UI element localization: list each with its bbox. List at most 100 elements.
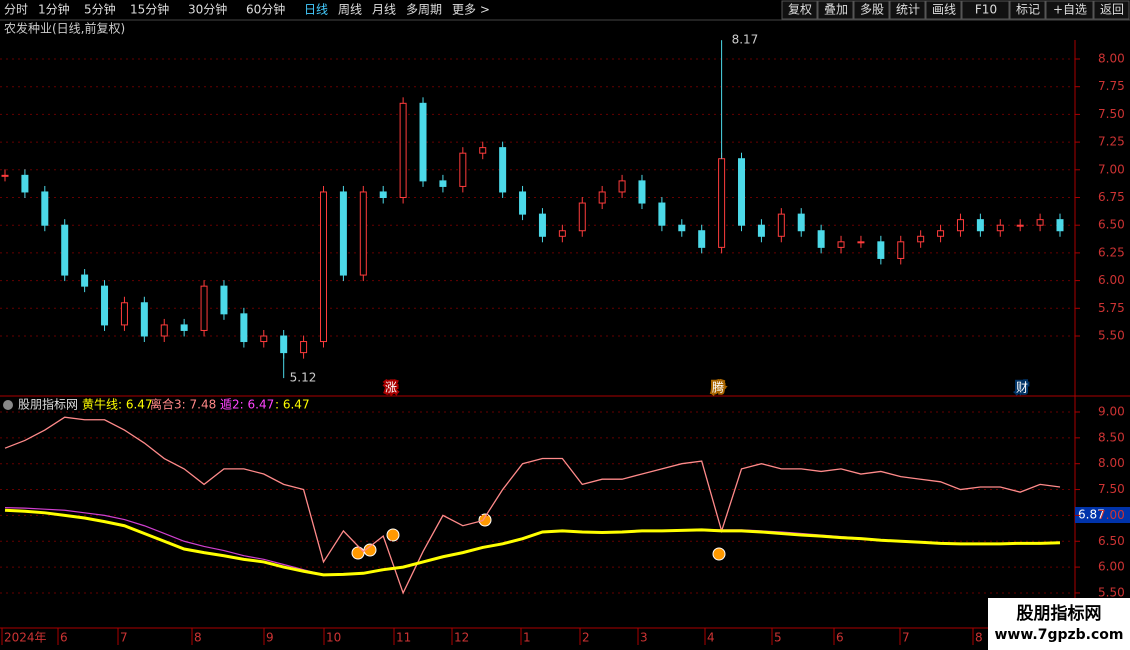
candle bbox=[738, 158, 746, 226]
button-label[interactable]: +自选 bbox=[1053, 3, 1087, 17]
candle bbox=[81, 274, 89, 287]
button-label[interactable]: 叠加 bbox=[824, 3, 848, 17]
candle bbox=[678, 224, 686, 232]
button-label[interactable]: F10 bbox=[975, 3, 997, 17]
y-tick-label: 9.00 bbox=[1098, 405, 1125, 419]
watermark-url: www.7gpzb.com bbox=[994, 627, 1123, 643]
period-tab[interactable]: 月线 bbox=[372, 3, 396, 17]
period-tab[interactable]: 5分钟 bbox=[84, 2, 116, 17]
candle bbox=[180, 324, 188, 331]
badge-text: 6.87 bbox=[1078, 508, 1105, 522]
legend: : 6.47 bbox=[275, 398, 310, 412]
candle bbox=[419, 102, 427, 182]
button[interactable] bbox=[1009, 0, 1046, 20]
y-tick-label: 6.00 bbox=[1098, 273, 1125, 287]
candle bbox=[160, 324, 168, 337]
signal bbox=[351, 546, 365, 560]
candle bbox=[260, 335, 268, 343]
period-tab[interactable]: 分时 bbox=[4, 3, 28, 17]
button[interactable] bbox=[781, 0, 818, 20]
button-label[interactable]: 画线 bbox=[932, 3, 956, 17]
marker: 腾 bbox=[712, 380, 724, 395]
y-tick-label: 7.50 bbox=[1098, 107, 1125, 121]
badge bbox=[1075, 507, 1130, 523]
date-label: 8 bbox=[194, 631, 202, 645]
period-tab[interactable]: 更多 > bbox=[452, 3, 490, 17]
candle bbox=[101, 285, 109, 326]
period-tab[interactable]: 15分钟 bbox=[130, 2, 169, 17]
button[interactable] bbox=[961, 0, 1010, 20]
candle bbox=[1036, 219, 1044, 226]
main-title: 农发种业(日线,前复权) bbox=[4, 21, 125, 36]
button[interactable] bbox=[1045, 0, 1094, 20]
date-label: 7 bbox=[120, 631, 128, 645]
candle bbox=[598, 191, 606, 204]
candle bbox=[519, 191, 527, 215]
candle bbox=[1016, 224, 1024, 227]
button[interactable] bbox=[889, 0, 926, 20]
y-tick-label: 7.00 bbox=[1098, 162, 1125, 176]
candle bbox=[1, 174, 9, 177]
signal bbox=[363, 543, 377, 557]
period-tab[interactable]: 30分钟 bbox=[188, 2, 227, 17]
y-tick-label: 7.00 bbox=[1098, 508, 1125, 522]
candle bbox=[937, 230, 945, 237]
button-label[interactable]: 复权 bbox=[788, 3, 812, 17]
candle bbox=[339, 191, 347, 276]
candle bbox=[976, 219, 984, 232]
candle bbox=[41, 191, 49, 226]
signal bbox=[386, 528, 400, 542]
date-label: 2024年 bbox=[4, 631, 47, 645]
candle bbox=[220, 285, 228, 315]
candle bbox=[638, 180, 646, 204]
date-label: 3 bbox=[640, 631, 648, 645]
y-tick-label: 6.75 bbox=[1098, 190, 1125, 204]
period-tab[interactable]: 日线 bbox=[304, 3, 328, 17]
button[interactable] bbox=[925, 0, 962, 20]
candle bbox=[857, 241, 865, 244]
candle bbox=[200, 285, 208, 331]
date-label: 5 bbox=[774, 631, 782, 645]
date-label: 11 bbox=[396, 631, 411, 645]
candle bbox=[359, 191, 367, 276]
signals bbox=[351, 513, 726, 561]
high-label: 8.17 bbox=[732, 33, 759, 47]
button[interactable] bbox=[1093, 0, 1130, 20]
button-label[interactable]: 返回 bbox=[1100, 3, 1124, 17]
candle bbox=[658, 202, 666, 226]
y-tick-label: 8.50 bbox=[1098, 430, 1125, 444]
candle bbox=[956, 219, 964, 232]
candle bbox=[897, 241, 905, 259]
candle bbox=[120, 302, 128, 326]
candle bbox=[399, 102, 407, 198]
low-label: 5.12 bbox=[290, 371, 317, 385]
candle bbox=[777, 213, 785, 237]
candle bbox=[837, 241, 845, 248]
huangniu-line bbox=[4, 508, 1061, 577]
button[interactable] bbox=[853, 0, 890, 20]
period-tab[interactable]: 多周期 bbox=[406, 3, 442, 17]
candle bbox=[718, 158, 726, 248]
candle bbox=[917, 235, 925, 243]
period-tab[interactable]: 60分钟 bbox=[246, 2, 285, 17]
button-label[interactable]: 多股 bbox=[860, 3, 884, 17]
date-label: 4 bbox=[707, 631, 715, 645]
candle bbox=[996, 224, 1004, 232]
button[interactable] bbox=[817, 0, 854, 20]
button-label[interactable]: 标记 bbox=[1016, 3, 1040, 17]
date-label: 1 bbox=[523, 631, 531, 645]
candle bbox=[578, 202, 586, 232]
y-tick-label: 7.50 bbox=[1098, 482, 1125, 496]
lihe-line bbox=[4, 416, 1061, 595]
candle bbox=[379, 191, 387, 199]
candle bbox=[300, 341, 308, 354]
candle bbox=[558, 230, 566, 237]
period-tab[interactable]: 1分钟 bbox=[38, 2, 70, 17]
period-tab[interactable]: 周线 bbox=[338, 3, 362, 17]
y-tick-label: 8.00 bbox=[1098, 52, 1125, 66]
candle bbox=[499, 147, 507, 193]
candle bbox=[140, 302, 148, 337]
button-label[interactable]: 统计 bbox=[896, 3, 920, 17]
